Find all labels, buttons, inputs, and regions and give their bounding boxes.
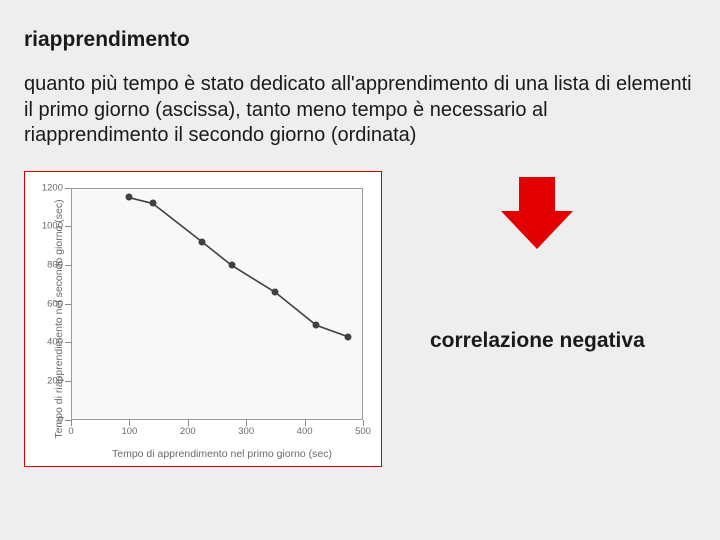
correlation-caption: correlazione negativa <box>430 329 645 353</box>
ytick-label: 800 <box>47 260 63 271</box>
xtick-label: 0 <box>68 426 73 437</box>
chart-xlabel: Tempo di apprendimento nel primo giorno … <box>71 448 373 460</box>
page-title: riapprendimento <box>24 28 696 52</box>
xtick-label: 500 <box>355 426 371 437</box>
chart-marker <box>272 289 279 296</box>
ytick-label: 1000 <box>42 221 63 232</box>
ytick-label: 200 <box>47 376 63 387</box>
ytick-label: 600 <box>47 298 63 309</box>
chart-marker <box>228 262 235 269</box>
arrow-down-icon <box>501 177 573 249</box>
chart-plot-area: 0200400600800100012000100200300400500 <box>71 188 363 420</box>
chart-marker <box>126 194 133 201</box>
ytick <box>65 188 71 189</box>
xtick-label: 400 <box>297 426 313 437</box>
description-paragraph: quanto più tempo è stato dedicato all'ap… <box>24 72 694 149</box>
chart-ylabel: Tempo di riapprendimento nel secondo gio… <box>53 199 65 439</box>
ytick-label: 0 <box>58 414 63 425</box>
chart-marker <box>149 200 156 207</box>
chart-marker <box>345 333 352 340</box>
ytick <box>65 342 71 343</box>
right-column: correlazione negativa <box>430 171 645 353</box>
ytick <box>65 304 71 305</box>
ytick-label: 1200 <box>42 182 63 193</box>
chart-line-svg <box>71 188 363 420</box>
ytick-label: 400 <box>47 337 63 348</box>
content-row: Tempo di riapprendimento nel secondo gio… <box>24 171 696 467</box>
xtick-label: 200 <box>180 426 196 437</box>
ytick <box>65 265 71 266</box>
ytick <box>65 226 71 227</box>
ytick <box>65 381 71 382</box>
xtick-label: 100 <box>121 426 137 437</box>
xtick-label: 300 <box>238 426 254 437</box>
chart-marker <box>313 322 320 329</box>
chart-container: Tempo di riapprendimento nel secondo gio… <box>24 171 382 467</box>
chart-marker <box>199 238 206 245</box>
